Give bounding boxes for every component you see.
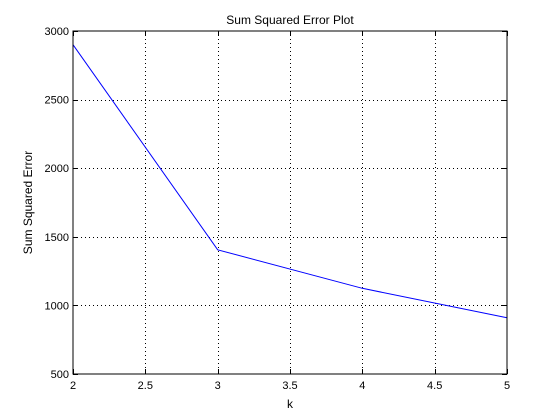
grid-lines — [73, 31, 507, 374]
x-tick-label: 5 — [504, 380, 510, 392]
y-axis-label: Sum Squared Error — [21, 151, 35, 254]
plot-area — [73, 31, 507, 374]
chart-title: Sum Squared Error Plot — [226, 13, 354, 27]
y-tick-label: 2500 — [45, 95, 69, 107]
x-tick-label: 4 — [359, 380, 365, 392]
series-layer — [72, 44, 508, 319]
x-tick-label: 3 — [215, 380, 221, 392]
y-tick-label: 3000 — [45, 26, 69, 38]
y-tick-label: 1500 — [45, 232, 69, 244]
x-tick-label: 2 — [70, 380, 76, 392]
x-tick-label: 3.5 — [282, 380, 297, 392]
series-line — [72, 44, 508, 319]
axis-ticks: 2 2.5 3 3.5 4 4.5 5 500 1000 1500 2000 2500 3000 — [45, 26, 511, 392]
x-axis-label: k — [287, 397, 294, 411]
y-tick-label: 2000 — [45, 163, 69, 175]
x-tick-label: 4.5 — [427, 380, 442, 392]
y-tick-label: 1000 — [45, 300, 69, 312]
y-tick-label: 500 — [51, 369, 69, 381]
x-tick-label: 2.5 — [138, 380, 153, 392]
